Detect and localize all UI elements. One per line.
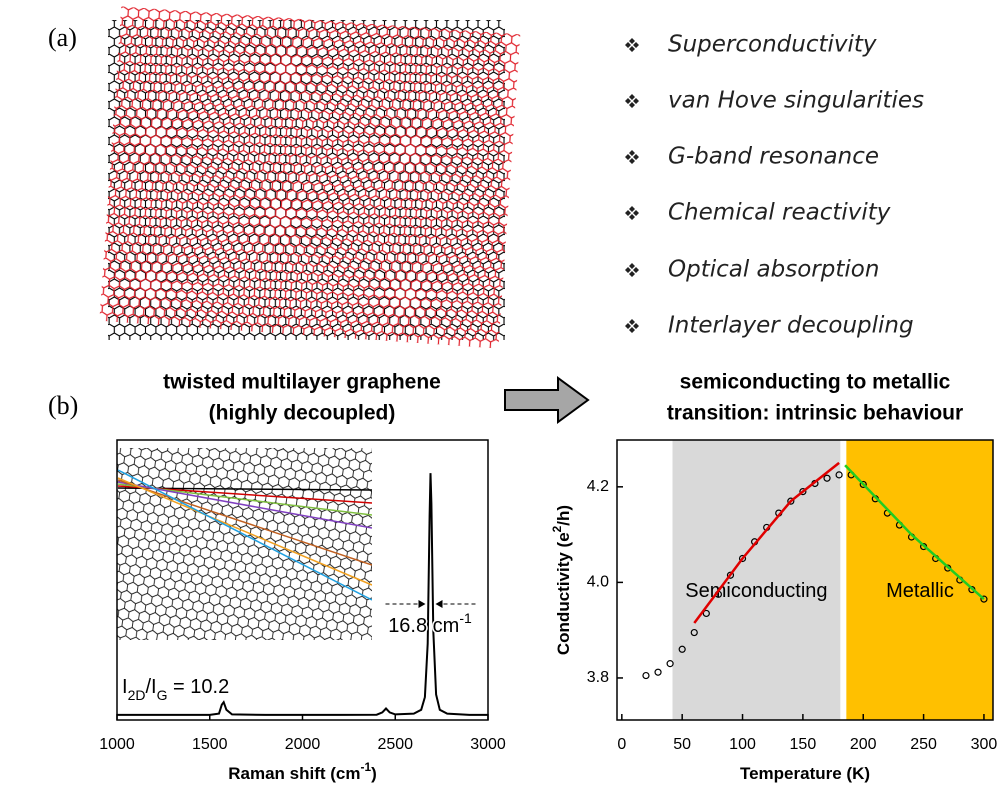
annotation: 16.8 cm-1 bbox=[388, 610, 472, 638]
plot-frame bbox=[616, 439, 994, 721]
x-axis-label-part: -1 bbox=[361, 760, 372, 774]
property: G-band resonance bbox=[668, 144, 879, 170]
arrow bbox=[504, 376, 590, 424]
y-axis-label-part: /h) bbox=[554, 505, 573, 526]
x-tick-label: 3000 bbox=[470, 736, 506, 753]
annotation-part: -1 bbox=[459, 610, 472, 626]
data-point bbox=[823, 474, 831, 482]
panel-label: (a) bbox=[48, 23, 77, 52]
y-tick-label: 3.8 bbox=[587, 669, 609, 686]
inset-lattice bbox=[117, 448, 372, 640]
data-point bbox=[835, 471, 843, 479]
x-tick-label: 200 bbox=[850, 736, 877, 753]
y-tick-label: 4.0 bbox=[587, 574, 609, 591]
x-tick-label: 2000 bbox=[285, 736, 321, 753]
data-point bbox=[799, 488, 807, 496]
region-label: Semiconducting bbox=[685, 580, 827, 602]
y-axis-label-part: 2 bbox=[550, 525, 564, 532]
data-line bbox=[693, 461, 840, 624]
data-point bbox=[702, 609, 710, 618]
data-point bbox=[666, 660, 674, 668]
region bbox=[672, 440, 841, 720]
x-axis-label: Temperature (K) bbox=[740, 764, 870, 783]
data-point bbox=[859, 480, 867, 489]
x-tick-label: 100 bbox=[729, 736, 756, 753]
x-axis-label-part: Temperature (K) bbox=[740, 764, 870, 783]
x-tick-label: 50 bbox=[673, 736, 691, 753]
region-label: Metallic bbox=[886, 580, 954, 602]
panel-label: (b) bbox=[48, 391, 78, 420]
data-point bbox=[690, 628, 698, 637]
y-axis-label-part: Conductivity (e bbox=[554, 532, 573, 655]
x-tick-label: 250 bbox=[910, 736, 937, 753]
x-axis-label: Raman shift (cm-1) bbox=[228, 760, 377, 783]
property: Interlayer decoupling bbox=[668, 313, 914, 339]
chart-title: twisted multilayer graphene bbox=[163, 371, 441, 394]
data-point bbox=[787, 497, 795, 505]
x-tick-label: 1000 bbox=[99, 736, 135, 753]
annotation-part: 16.8 cm bbox=[388, 615, 459, 637]
x-tick-label: 150 bbox=[790, 736, 817, 753]
x-axis-label-part: Raman shift (cm bbox=[228, 764, 360, 783]
chart-title: transition: intrinsic behaviour bbox=[667, 402, 963, 425]
chart-title: (highly decoupled) bbox=[209, 402, 396, 425]
data-line bbox=[844, 464, 985, 601]
moire-lattice bbox=[99, 6, 521, 349]
data-point bbox=[980, 595, 988, 603]
y-axis-label: Conductivity (e2/h) bbox=[550, 505, 573, 655]
data-point bbox=[738, 554, 747, 563]
chart-title: semiconducting to metallic bbox=[680, 371, 951, 394]
x-tick-label: 0 bbox=[617, 736, 626, 753]
data-point bbox=[726, 571, 735, 579]
region bbox=[846, 440, 993, 720]
annotation-part: = 10.2 bbox=[167, 676, 229, 698]
fwhm-arrowhead bbox=[418, 600, 443, 608]
property: Superconductivity bbox=[668, 32, 877, 58]
x-axis-label-part: ) bbox=[371, 764, 377, 783]
annotation-part: G bbox=[157, 687, 168, 703]
annotation-part: /I bbox=[145, 676, 156, 698]
x-tick-label: 300 bbox=[971, 736, 998, 753]
data-point bbox=[678, 645, 686, 653]
y-tick-label: 4.2 bbox=[587, 478, 609, 495]
data-point bbox=[654, 668, 662, 676]
annotation: I2D/IG = 10.2 bbox=[122, 676, 229, 702]
annotation-part: 2D bbox=[128, 687, 146, 703]
annotation-part: I bbox=[122, 676, 128, 698]
x-tick-label: 2500 bbox=[377, 736, 413, 753]
data-point bbox=[642, 671, 650, 680]
property: van Hove singularities bbox=[668, 88, 924, 114]
data-line bbox=[117, 473, 488, 716]
x-tick-label: 1500 bbox=[192, 736, 228, 753]
property: Optical absorption bbox=[668, 257, 879, 283]
property: Chemical reactivity bbox=[668, 200, 891, 226]
property-list: Superconductivity van Hove singularities… bbox=[625, 32, 924, 339]
